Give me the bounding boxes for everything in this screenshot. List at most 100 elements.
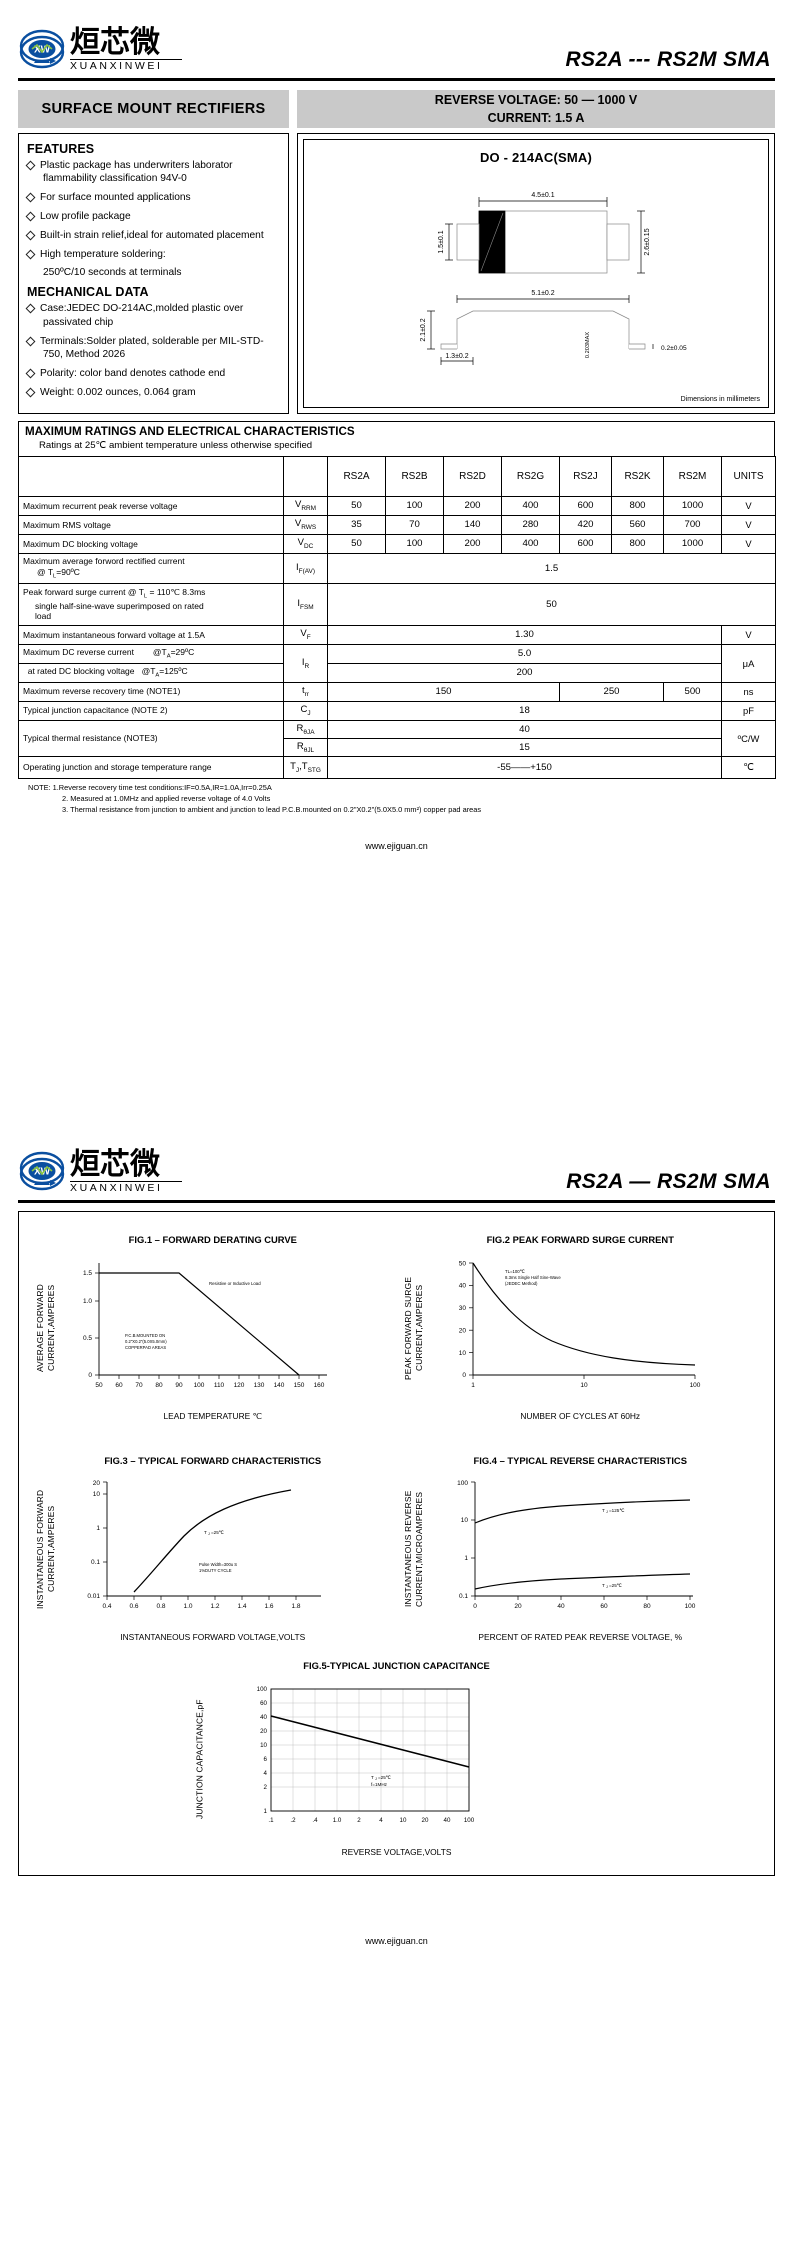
page2-header: XW 烜芯微 XUANXINWEI RS2A — RS2M SMA bbox=[0, 1122, 793, 1196]
blank-header bbox=[18, 455, 284, 497]
fig3-plot: INSTANTANEOUS FORWARD CURRENT,AMPERES bbox=[33, 1474, 393, 1626]
cell: 35 bbox=[327, 514, 386, 535]
svg-text:110: 110 bbox=[214, 1382, 225, 1389]
svg-text:20: 20 bbox=[514, 1603, 522, 1610]
row-desc: Maximum RMS voltage bbox=[18, 514, 284, 535]
page-footer-url[interactable]: www.ejiguan.cn bbox=[365, 840, 428, 851]
mechanical-heading: MECHANICAL DATA bbox=[27, 285, 149, 300]
svg-text:J: J bbox=[606, 1585, 608, 1589]
company-logo-2: XW 烜芯微 XUANXINWEI bbox=[18, 1148, 182, 1196]
row-unit: ºC/W bbox=[721, 719, 776, 757]
figure-4: FIG.4 – TYPICAL REVERSE CHARACTERISTICS … bbox=[397, 1449, 765, 1652]
chart-row-2: FIG.3 – TYPICAL FORWARD CHARACTERISTICS … bbox=[29, 1449, 764, 1652]
list-item: Low profile package bbox=[25, 210, 282, 223]
svg-text:T: T bbox=[371, 1775, 374, 1780]
svg-text:10: 10 bbox=[93, 1491, 101, 1498]
title-bar: SURFACE MOUNT RECTIFIERS REVERSE VOLTAGE… bbox=[18, 90, 775, 128]
svg-text:100: 100 bbox=[463, 1817, 474, 1824]
cell: 1000 bbox=[663, 533, 722, 554]
svg-text:2: 2 bbox=[263, 1784, 267, 1791]
svg-text:0.4: 0.4 bbox=[102, 1603, 111, 1610]
fig2-plotarea: 0 10 20 30 40 50 bbox=[427, 1253, 761, 1405]
svg-text:.4: .4 bbox=[312, 1817, 318, 1824]
row-unit: μA bbox=[721, 643, 776, 683]
row-unit: ℃ bbox=[721, 755, 776, 779]
svg-text:100: 100 bbox=[689, 1382, 700, 1389]
col-rs2m: RS2M bbox=[663, 455, 722, 497]
row-desc: at rated DC blocking voltage @TA=125ºC bbox=[18, 662, 284, 683]
page2-footer-url[interactable]: www.ejiguan.cn bbox=[365, 1936, 428, 1946]
cell: 100 bbox=[385, 495, 444, 516]
diamond-bullet-icon bbox=[25, 303, 36, 314]
fig3-ylabel: INSTANTANEOUS FORWARD CURRENT,AMPERES bbox=[35, 1489, 56, 1609]
current-summary: CURRENT: 1.5 A bbox=[487, 111, 585, 125]
row-span-value: 40 bbox=[327, 719, 722, 739]
list-item: Weight: 0.002 ounces, 0.064 gram bbox=[25, 386, 282, 399]
charts-frame: FIG.1 – FORWARD DERATING CURVE AVERAGE F… bbox=[18, 1211, 775, 1876]
rating-summary: REVERSE VOLTAGE: 50 — 1000 V CURRENT: 1.… bbox=[297, 90, 775, 128]
svg-text:0.5: 0.5 bbox=[83, 1335, 92, 1342]
row-desc: Typical thermal resistance (NOTE3) bbox=[18, 719, 284, 757]
svg-text:0: 0 bbox=[473, 1603, 477, 1610]
logo-en-name: XUANXINWEI bbox=[70, 1181, 182, 1194]
company-logo: XW 烜芯微 XUANXINWEI bbox=[18, 26, 182, 74]
table-row: Maximum instantaneous forward voltage at… bbox=[18, 624, 776, 645]
chart-row-1: FIG.1 – FORWARD DERATING CURVE AVERAGE F… bbox=[29, 1228, 764, 1431]
svg-text:40: 40 bbox=[260, 1714, 267, 1721]
table-row: Peak forward surge current @ TL = 110℃ 8… bbox=[18, 582, 776, 626]
fig5-plotarea: 100 60 40 20 10 6 4 2 1 .1 bbox=[213, 1679, 607, 1845]
svg-text:80: 80 bbox=[643, 1603, 651, 1610]
ratings-heading: MAXIMUM RATINGS AND ELECTRICAL CHARACTER… bbox=[25, 424, 355, 438]
diamond-bullet-icon bbox=[25, 160, 36, 171]
svg-text:COPPERPAD AREAS: COPPERPAD AREAS bbox=[125, 1345, 166, 1350]
svg-text:1.0: 1.0 bbox=[332, 1817, 341, 1824]
svg-text:=125℃: =125℃ bbox=[609, 1508, 625, 1513]
table-row: Maximum DC blocking voltage VDC 50 100 2… bbox=[18, 533, 776, 554]
list-item: Plastic package has underwriters laborat… bbox=[25, 159, 282, 186]
row-desc: Maximum instantaneous forward voltage at… bbox=[18, 624, 284, 645]
table-row: Maximum reverse recovery time (NOTE1) tr… bbox=[18, 681, 776, 702]
row-desc-line2: single half-sine-wave superimposed on ra… bbox=[35, 600, 204, 611]
svg-text:10: 10 bbox=[458, 1350, 466, 1357]
svg-text:T: T bbox=[602, 1508, 605, 1513]
row-span-value: 50 bbox=[327, 582, 776, 626]
logo-mark-icon: XW bbox=[18, 26, 66, 74]
fig4-plotarea: 0.1 1 10 100 0 20 bbox=[427, 1474, 761, 1626]
page-header: XW 烜芯微 XUANXINWEI RS2A --- RS2M SMA bbox=[0, 0, 793, 74]
row-unit: V bbox=[721, 495, 776, 516]
row-span-value: 1.5 bbox=[327, 552, 776, 584]
fig5-ylabel: JUNCTION CAPACITANCE,pF bbox=[194, 1699, 205, 1819]
svg-text:0.1: 0.1 bbox=[458, 1593, 467, 1600]
svg-text:Resistive or Inductive Load: Resistive or Inductive Load bbox=[209, 1281, 261, 1286]
feature-text-2: flammability classification 94V-0 bbox=[43, 173, 187, 185]
cell: 800 bbox=[611, 533, 664, 554]
cell: 1000 bbox=[663, 495, 722, 516]
col-rs2g: RS2G bbox=[501, 455, 560, 497]
svg-text:f=1MHz: f=1MHz bbox=[371, 1782, 388, 1787]
mechanical-list: Case:JEDEC DO-214AC,molded plastic over … bbox=[25, 302, 282, 399]
footnotes: NOTE: 1.Reverse recovery time test condi… bbox=[28, 782, 775, 815]
product-family-title: SURFACE MOUNT RECTIFIERS bbox=[18, 90, 289, 128]
dim-height: 2.1±0.2 bbox=[420, 318, 427, 341]
cell: 800 bbox=[611, 495, 664, 516]
svg-text:60: 60 bbox=[260, 1700, 267, 1707]
datasheet-page-2: XW 烜芯微 XUANXINWEI RS2A — RS2M SMA FIG.1 … bbox=[0, 1122, 793, 2244]
row-desc: Maximum average forword rectified curren… bbox=[18, 552, 284, 584]
list-item: High temperature soldering: bbox=[25, 248, 282, 261]
svg-text:10: 10 bbox=[399, 1817, 406, 1824]
ratings-table: RS2A RS2B RS2D RS2G RS2J RS2K RS2M UNITS… bbox=[18, 455, 776, 779]
cell: 700 bbox=[663, 514, 722, 535]
soldering-note: 250ºC/10 seconds at terminals bbox=[43, 267, 182, 279]
svg-text:1: 1 bbox=[263, 1808, 267, 1815]
mechanical-text-2: passivated chip bbox=[43, 316, 114, 328]
svg-text:160: 160 bbox=[314, 1382, 325, 1389]
fig1-title: FIG.1 – FORWARD DERATING CURVE bbox=[128, 1234, 297, 1245]
logo-cn-name: 烜芯微 bbox=[70, 1147, 160, 1183]
fig1-xlabel: LEAD TEMPERATURE ℃ bbox=[163, 1411, 262, 1421]
features-heading: FEATURES bbox=[27, 142, 95, 156]
cell: 500 bbox=[663, 681, 722, 702]
diamond-bullet-icon bbox=[25, 230, 36, 241]
svg-text:130: 130 bbox=[254, 1382, 265, 1389]
package-drawing-box: DO - 214AC(SMA) 4.5±0.1 bbox=[297, 133, 775, 414]
svg-text:20: 20 bbox=[421, 1817, 428, 1824]
